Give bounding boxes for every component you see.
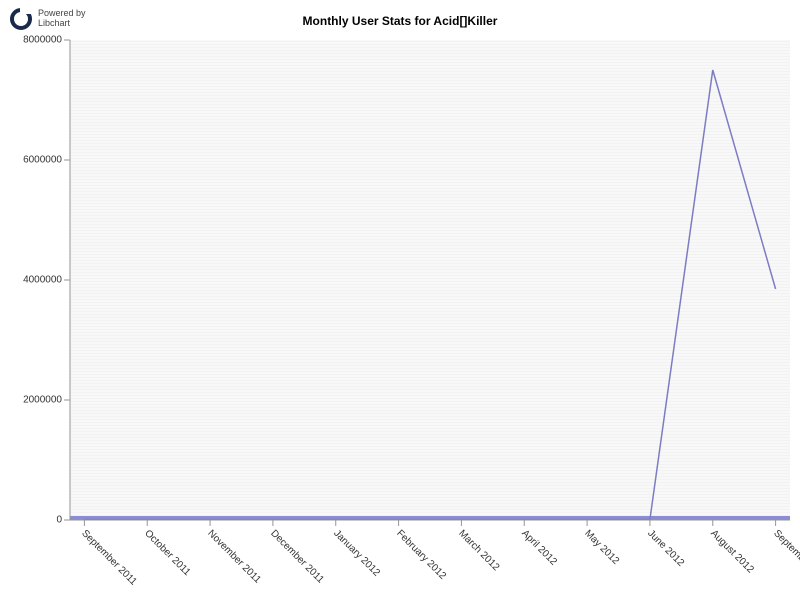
- x-tick-label: January 2012: [331, 528, 382, 579]
- x-tick-label: November 2011: [205, 528, 263, 586]
- chart-title: Monthly User Stats for Acid[]Killer: [0, 14, 800, 28]
- x-tick-label: March 2012: [457, 528, 502, 573]
- x-tick-label: December 2011: [268, 528, 326, 586]
- x-tick-label: May 2012: [582, 528, 621, 567]
- y-tick-label: 2000000: [0, 395, 62, 406]
- y-tick-label: 4000000: [0, 275, 62, 286]
- y-tick-label: 8000000: [0, 35, 62, 46]
- x-tick-label: April 2012: [519, 528, 559, 568]
- y-tick-label: 6000000: [0, 155, 62, 166]
- x-tick-label: September 2011: [80, 528, 140, 588]
- x-tick-label: June 2012: [645, 528, 686, 569]
- line-chart: [70, 40, 790, 520]
- chart-container: Powered by Libchart Monthly User Stats f…: [0, 0, 800, 600]
- x-tick-label: February 2012: [394, 528, 448, 582]
- y-tick-label: 0: [0, 515, 62, 526]
- x-tick-label: October 2011: [142, 528, 192, 578]
- x-tick-label: September 2012: [771, 528, 800, 588]
- x-tick-label: August 2012: [708, 528, 755, 575]
